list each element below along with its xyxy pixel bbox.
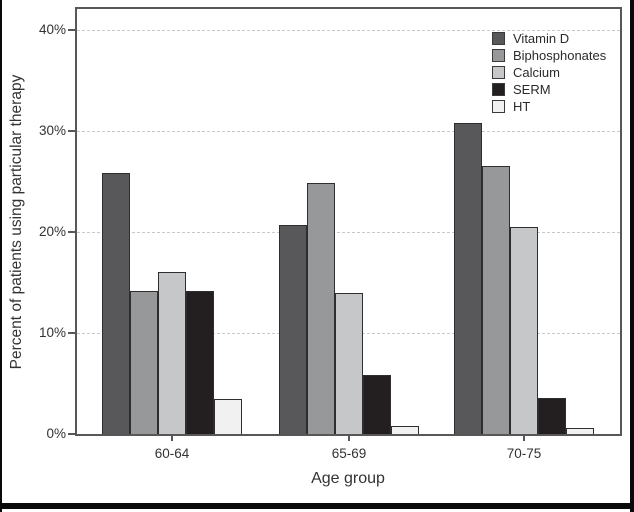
bar-biphosphonates-60-64 [130, 291, 158, 434]
y-tick-label: 20% [38, 224, 66, 239]
y-tick-label: 0% [46, 426, 66, 441]
bar-ht-65-69 [391, 426, 419, 434]
legend-swatch-icon [492, 66, 505, 79]
y-axis-tick [68, 29, 75, 31]
bar-ht-70-75 [566, 428, 594, 434]
legend-swatch-icon [492, 100, 505, 113]
plot-area: Vitamin D Biphosphonates Calcium SERM HT [75, 7, 622, 436]
legend: Vitamin D Biphosphonates Calcium SERM HT [492, 30, 606, 115]
legend-item-vitamin-d: Vitamin D [492, 30, 606, 47]
bar-biphosphonates-65-69 [307, 183, 335, 434]
bar-serm-65-69 [363, 375, 391, 434]
bar-ht-60-64 [214, 399, 242, 434]
x-axis-title: Age group [311, 470, 385, 487]
legend-label: Calcium [513, 65, 560, 80]
x-axis-tick [348, 434, 350, 441]
bar-calcium-60-64 [158, 272, 186, 434]
bar-vitamin-d-70-75 [454, 123, 482, 434]
x-tick-label: 60-64 [154, 446, 190, 461]
figure-frame-bottom [0, 503, 634, 509]
figure-frame-left [0, 0, 2, 512]
gridline-40 [77, 30, 620, 31]
x-axis-tick [171, 434, 173, 441]
y-axis-tick [68, 231, 75, 233]
y-tick-label: 30% [38, 123, 66, 138]
y-axis-tick [68, 433, 75, 435]
legend-item-biphosphonates: Biphosphonates [492, 47, 606, 64]
legend-swatch-icon [492, 32, 505, 45]
legend-item-serm: SERM [492, 81, 606, 98]
legend-label: Vitamin D [513, 31, 570, 46]
bar-calcium-65-69 [335, 293, 363, 434]
legend-label: SERM [513, 82, 551, 97]
y-tick-label: 10% [38, 325, 66, 340]
bar-serm-70-75 [538, 398, 566, 434]
x-tick-label: 65-69 [331, 446, 367, 461]
legend-swatch-icon [492, 49, 505, 62]
y-axis-tick [68, 332, 75, 334]
gridline-20 [77, 232, 620, 233]
y-axis-tick [68, 130, 75, 132]
legend-label: HT [513, 99, 531, 114]
gridline-30 [77, 131, 620, 132]
legend-swatch-icon [492, 83, 505, 96]
legend-item-ht: HT [492, 98, 606, 115]
x-tick-label: 70-75 [506, 446, 542, 461]
legend-item-calcium: Calcium [492, 64, 606, 81]
figure-frame-right [630, 0, 634, 512]
x-axis-tick [523, 434, 525, 441]
bar-biphosphonates-70-75 [482, 166, 510, 434]
y-tick-label: 40% [38, 22, 66, 37]
legend-label: Biphosphonates [513, 48, 607, 63]
bar-serm-60-64 [186, 291, 214, 434]
bar-calcium-70-75 [510, 227, 538, 434]
bar-vitamin-d-60-64 [102, 173, 130, 434]
bar-vitamin-d-65-69 [279, 225, 307, 434]
